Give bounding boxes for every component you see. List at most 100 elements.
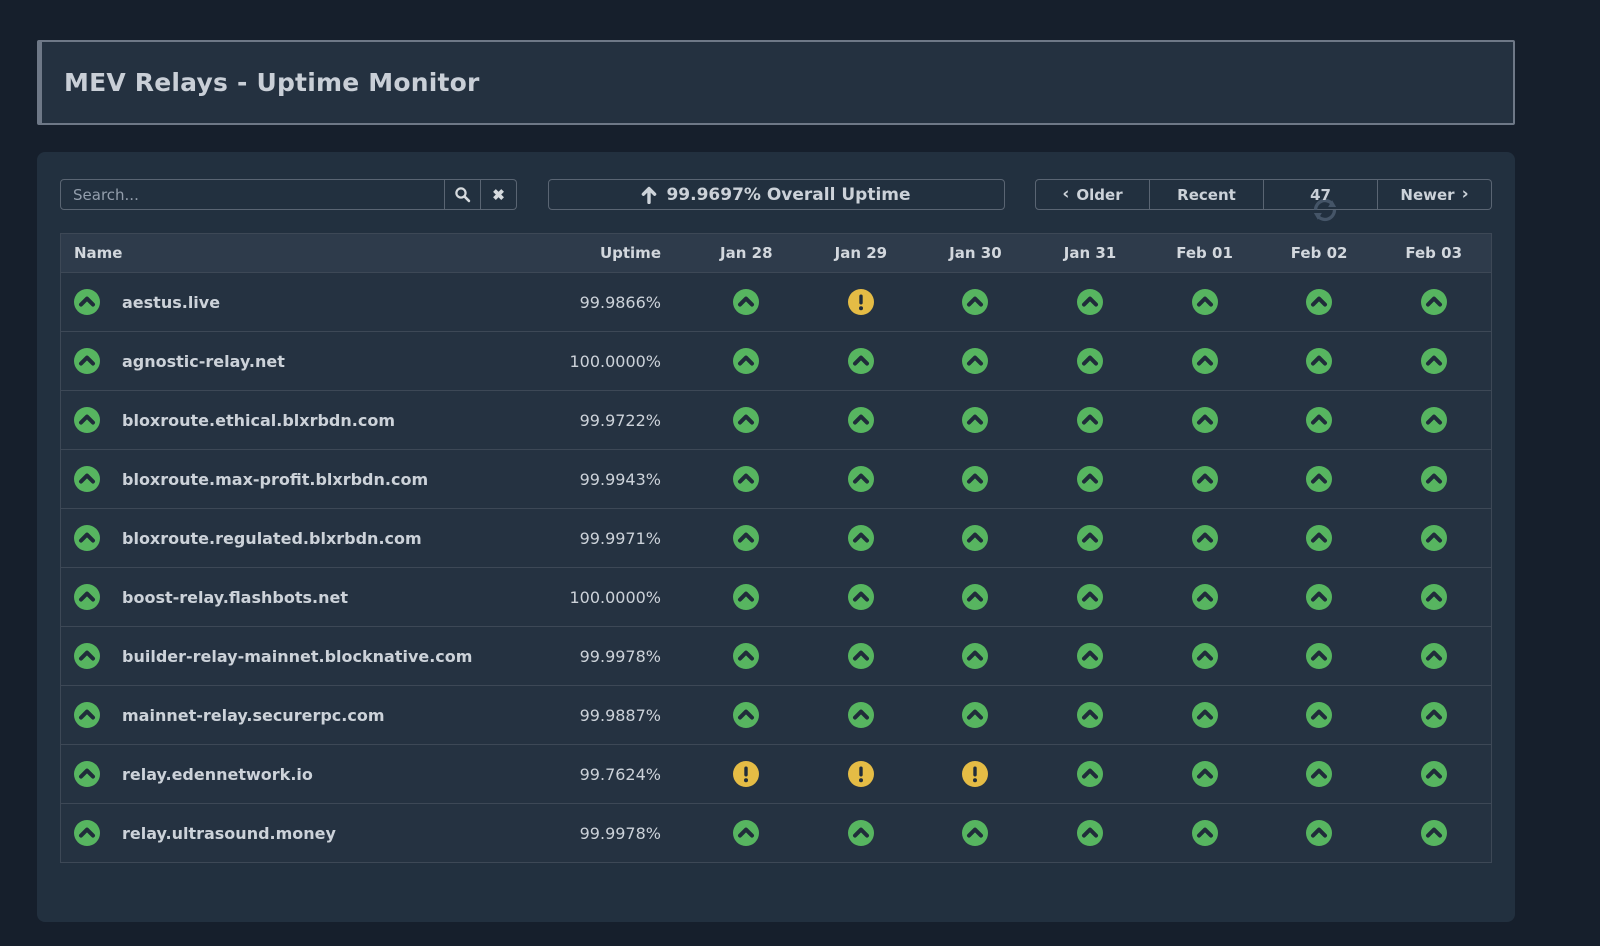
table-row[interactable]: agnostic-relay.net 100.0000% — [61, 331, 1491, 390]
status-up-icon — [74, 466, 100, 492]
toolbar: ✖ 99.9697% Overall Uptime ‹ Older Recent — [60, 179, 1492, 221]
status-up-icon — [1191, 702, 1218, 728]
relay-uptime-value: 99.9978% — [579, 823, 661, 843]
status-up-icon — [962, 584, 989, 610]
status-up-icon — [74, 525, 100, 551]
status-up-icon — [962, 702, 989, 728]
day-status-cell — [804, 407, 919, 433]
status-up-icon — [1191, 820, 1218, 846]
day-status-cell — [918, 702, 1033, 728]
table-row[interactable]: bloxroute.ethical.blxrbdn.com 99.9722% — [61, 390, 1491, 449]
table-row[interactable]: relay.edennetwork.io 99.7624% — [61, 744, 1491, 803]
relay-name: bloxroute.regulated.blxrbdn.com — [122, 528, 422, 548]
table-row[interactable]: bloxroute.max-profit.blxrbdn.com 99.9943% — [61, 449, 1491, 508]
status-up-icon — [733, 289, 760, 315]
day-status-cell — [804, 761, 919, 787]
status-up-icon — [1420, 643, 1447, 669]
refresh-countdown-value: 47 — [1310, 185, 1331, 204]
status-up-icon — [1076, 761, 1103, 787]
relay-name-cell: bloxroute.max-profit.blxrbdn.com — [61, 466, 521, 492]
relay-name-cell: builder-relay-mainnet.blocknative.com — [61, 643, 521, 669]
table-row[interactable]: bloxroute.regulated.blxrbdn.com 99.9971% — [61, 508, 1491, 567]
table-row[interactable]: relay.ultrasound.money 99.9978% — [61, 803, 1491, 862]
day-status-cell — [804, 702, 919, 728]
status-up-icon — [847, 820, 874, 846]
relay-name: mainnet-relay.securerpc.com — [122, 705, 385, 725]
search-button[interactable] — [445, 179, 481, 210]
day-status-cell — [689, 761, 804, 787]
status-up-icon — [1191, 525, 1218, 551]
relay-name: bloxroute.ethical.blxrbdn.com — [122, 410, 395, 430]
day-status-cell — [1376, 643, 1491, 669]
status-up-icon — [74, 289, 100, 315]
status-up-icon — [847, 348, 874, 374]
relay-name: builder-relay-mainnet.blocknative.com — [122, 646, 473, 666]
day-status-cell — [689, 584, 804, 610]
day-status-cell — [1033, 289, 1148, 315]
status-up-icon — [74, 702, 100, 728]
day-status-cell — [918, 643, 1033, 669]
page-header: MEV Relays - Uptime Monitor — [37, 40, 1515, 125]
status-up-icon — [1191, 466, 1218, 492]
day-status-cell — [689, 643, 804, 669]
status-warning-icon — [847, 289, 874, 315]
day-status-cell — [1033, 584, 1148, 610]
status-up-icon — [1191, 289, 1218, 315]
status-up-icon — [847, 466, 874, 492]
status-up-icon — [1076, 466, 1103, 492]
day-status-cell — [918, 289, 1033, 315]
status-up-icon — [962, 466, 989, 492]
day-status-cell — [1262, 761, 1377, 787]
day-status-cell — [1147, 525, 1262, 551]
day-status-cell — [1262, 407, 1377, 433]
status-up-icon — [1076, 407, 1103, 433]
day-status-cell — [804, 525, 919, 551]
status-up-icon — [962, 525, 989, 551]
status-warning-icon — [847, 761, 874, 787]
relay-name-cell: boost-relay.flashbots.net — [61, 584, 521, 610]
day-status-cell — [918, 820, 1033, 846]
relay-name-cell: relay.ultrasound.money — [61, 820, 521, 846]
newer-button[interactable]: Newer › — [1378, 179, 1492, 210]
relay-name-cell: bloxroute.regulated.blxrbdn.com — [61, 525, 521, 551]
table-row[interactable]: boost-relay.flashbots.net 100.0000% — [61, 567, 1491, 626]
status-up-icon — [1076, 348, 1103, 374]
overall-uptime-label: 99.9697% Overall Uptime — [666, 184, 911, 205]
day-status-cell — [1033, 643, 1148, 669]
table-body: aestus.live 99.9866% agnostic-relay.net 10… — [61, 272, 1491, 862]
status-up-icon — [1076, 525, 1103, 551]
day-status-cell — [1033, 820, 1148, 846]
older-button[interactable]: ‹ Older — [1035, 179, 1150, 210]
day-status-cell — [1376, 584, 1491, 610]
relay-uptime-value: 99.9866% — [579, 292, 661, 312]
relay-name: boost-relay.flashbots.net — [122, 587, 348, 607]
status-up-icon — [1420, 525, 1447, 551]
day-status-cell — [918, 761, 1033, 787]
table-row[interactable]: mainnet-relay.securerpc.com 99.9887% — [61, 685, 1491, 744]
refresh-countdown-button[interactable]: 47 — [1264, 179, 1378, 221]
day-status-cell — [1033, 348, 1148, 374]
day-status-cell — [689, 820, 804, 846]
relay-name-cell: bloxroute.ethical.blxrbdn.com — [61, 407, 521, 433]
status-up-icon — [847, 643, 874, 669]
status-up-icon — [733, 466, 760, 492]
table-row[interactable]: builder-relay-mainnet.blocknative.com 99.… — [61, 626, 1491, 685]
recent-button-label: Recent — [1177, 185, 1236, 204]
day-status-cell — [689, 525, 804, 551]
day-status-cell — [1147, 643, 1262, 669]
day-status-cell — [1376, 761, 1491, 787]
day-status-cell — [1033, 525, 1148, 551]
chevron-left-icon: ‹ — [1062, 184, 1070, 204]
overall-uptime-badge: 99.9697% Overall Uptime — [547, 179, 1005, 210]
status-up-icon — [74, 643, 100, 669]
relay-uptime-table: Name Uptime Jan 28 Jan 29 Jan 30 Jan 31 Feb … — [60, 233, 1492, 863]
day-status-cell — [1376, 525, 1491, 551]
day-status-cell — [1262, 643, 1377, 669]
recent-button[interactable]: Recent — [1150, 179, 1264, 210]
status-up-icon — [74, 820, 100, 846]
search-input[interactable] — [60, 179, 445, 210]
status-up-icon — [1306, 702, 1333, 728]
clear-search-button[interactable]: ✖ — [481, 179, 517, 210]
table-row[interactable]: aestus.live 99.9866% — [61, 272, 1491, 331]
day-status-cell — [1033, 761, 1148, 787]
